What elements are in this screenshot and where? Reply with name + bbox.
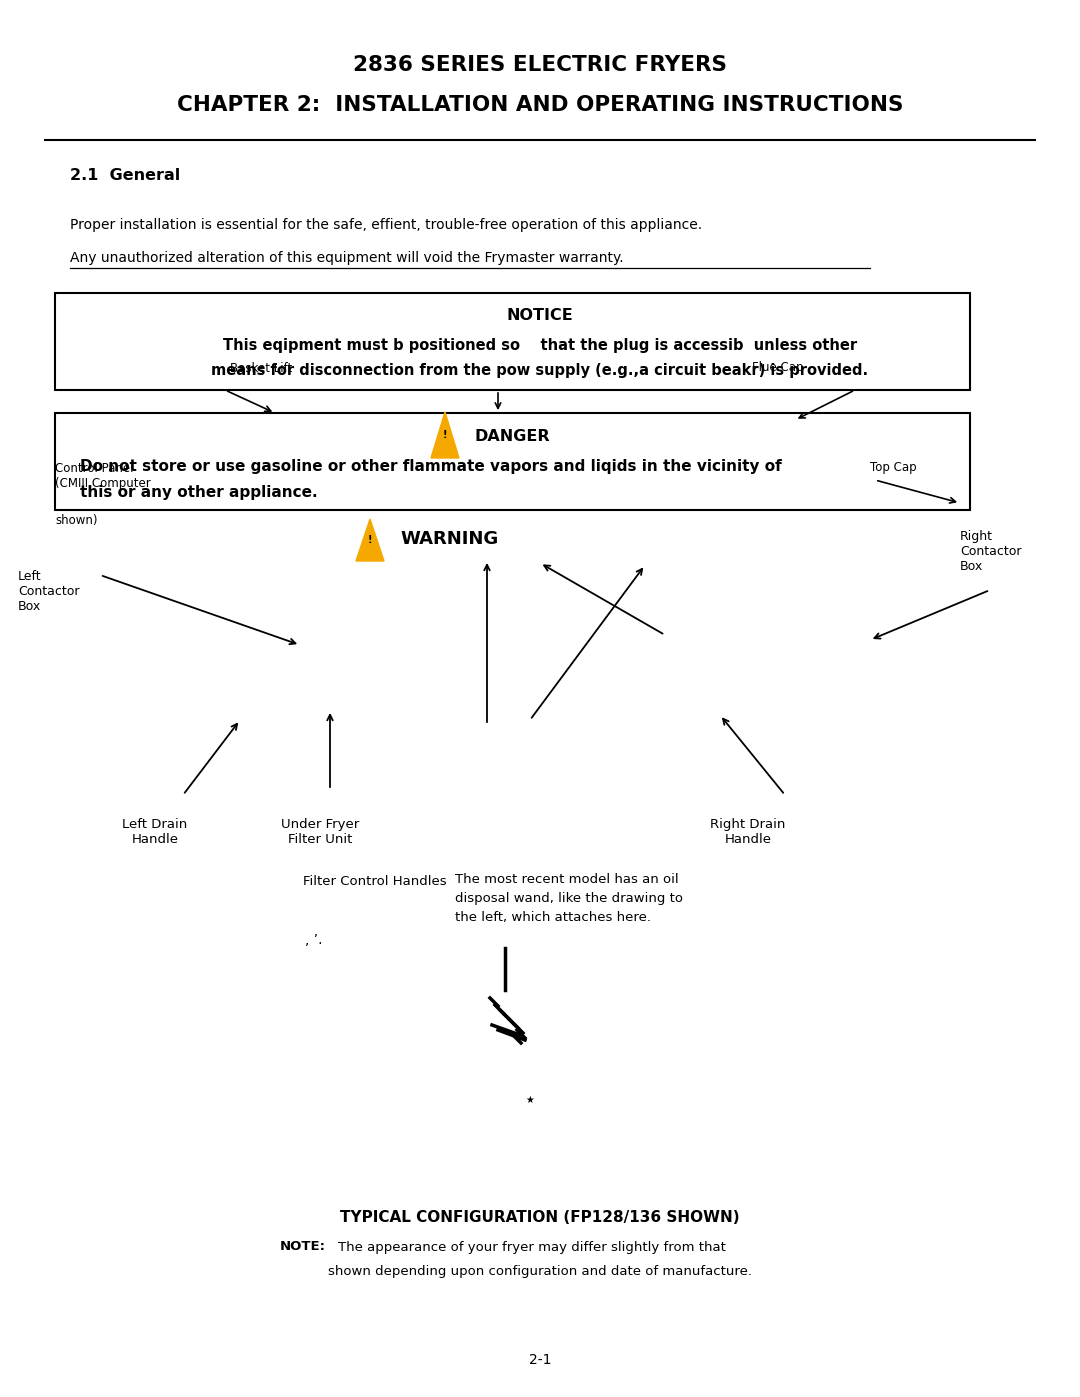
Polygon shape [356, 520, 384, 562]
Text: Left Drain
Handle: Left Drain Handle [122, 819, 188, 847]
Text: , ’.: , ’. [305, 933, 323, 947]
Text: Filter Control Handles: Filter Control Handles [303, 875, 447, 888]
Polygon shape [431, 412, 459, 458]
Text: Top Cap: Top Cap [870, 461, 917, 475]
Text: CHAPTER 2:  INSTALLATION AND OPERATING INSTRUCTIONS: CHAPTER 2: INSTALLATION AND OPERATING IN… [177, 95, 903, 115]
Text: Right
Contactor
Box: Right Contactor Box [960, 529, 1022, 573]
Text: TYPICAL CONFIGURATION (FP128/136 SHOWN): TYPICAL CONFIGURATION (FP128/136 SHOWN) [340, 1210, 740, 1225]
Text: NOTICE: NOTICE [507, 309, 573, 324]
Text: Right Drain
Handle: Right Drain Handle [711, 819, 785, 847]
Text: Control Panel: Control Panel [55, 461, 134, 475]
Text: Do not store or use gasoline or other flammate vapors and liqids in the vicinity: Do not store or use gasoline or other fl… [80, 458, 782, 474]
Text: Under Fryer
Filter Unit: Under Fryer Filter Unit [281, 819, 360, 847]
Text: means for disconnection from the pow supply (e.g.,a circuit beakr) is provided.: means for disconnection from the pow sup… [212, 362, 868, 377]
Text: shown): shown) [55, 514, 97, 527]
Text: The appearance of your fryer may differ slightly from that: The appearance of your fryer may differ … [338, 1241, 726, 1253]
FancyBboxPatch shape [55, 414, 970, 510]
Text: This eqipment must b positioned so    that the plug is accessib  unless other: This eqipment must b positioned so that … [222, 338, 858, 352]
Text: 2836 SERIES ELECTRIC FRYERS: 2836 SERIES ELECTRIC FRYERS [353, 54, 727, 75]
Text: Basket Lift: Basket Lift [230, 362, 293, 374]
Text: !: ! [368, 535, 373, 545]
Text: Left
Contactor
Box: Left Contactor Box [18, 570, 80, 613]
Text: Any unauthorized alteration of this equipment will void the Frymaster warranty.: Any unauthorized alteration of this equi… [70, 251, 623, 265]
Text: Proper installation is essential for the safe, effient, trouble-free operation o: Proper installation is essential for the… [70, 218, 702, 232]
Text: NOTE:: NOTE: [280, 1241, 326, 1253]
Text: The most recent model has an oil
disposal wand, like the drawing to
the left, wh: The most recent model has an oil disposa… [455, 873, 683, 923]
Text: this or any other appliance.: this or any other appliance. [80, 486, 318, 500]
Text: (CMIII Computer: (CMIII Computer [55, 478, 151, 490]
Text: 2-1: 2-1 [529, 1354, 551, 1368]
Text: WARNING: WARNING [400, 529, 498, 548]
Text: DANGER: DANGER [475, 429, 551, 443]
Text: shown depending upon configuration and date of manufacture.: shown depending upon configuration and d… [328, 1264, 752, 1277]
Text: 2.1  General: 2.1 General [70, 168, 180, 183]
FancyBboxPatch shape [55, 293, 970, 390]
Text: !: ! [443, 430, 447, 440]
Text: ★: ★ [526, 1095, 535, 1105]
Text: Flue Cap: Flue Cap [752, 362, 804, 374]
